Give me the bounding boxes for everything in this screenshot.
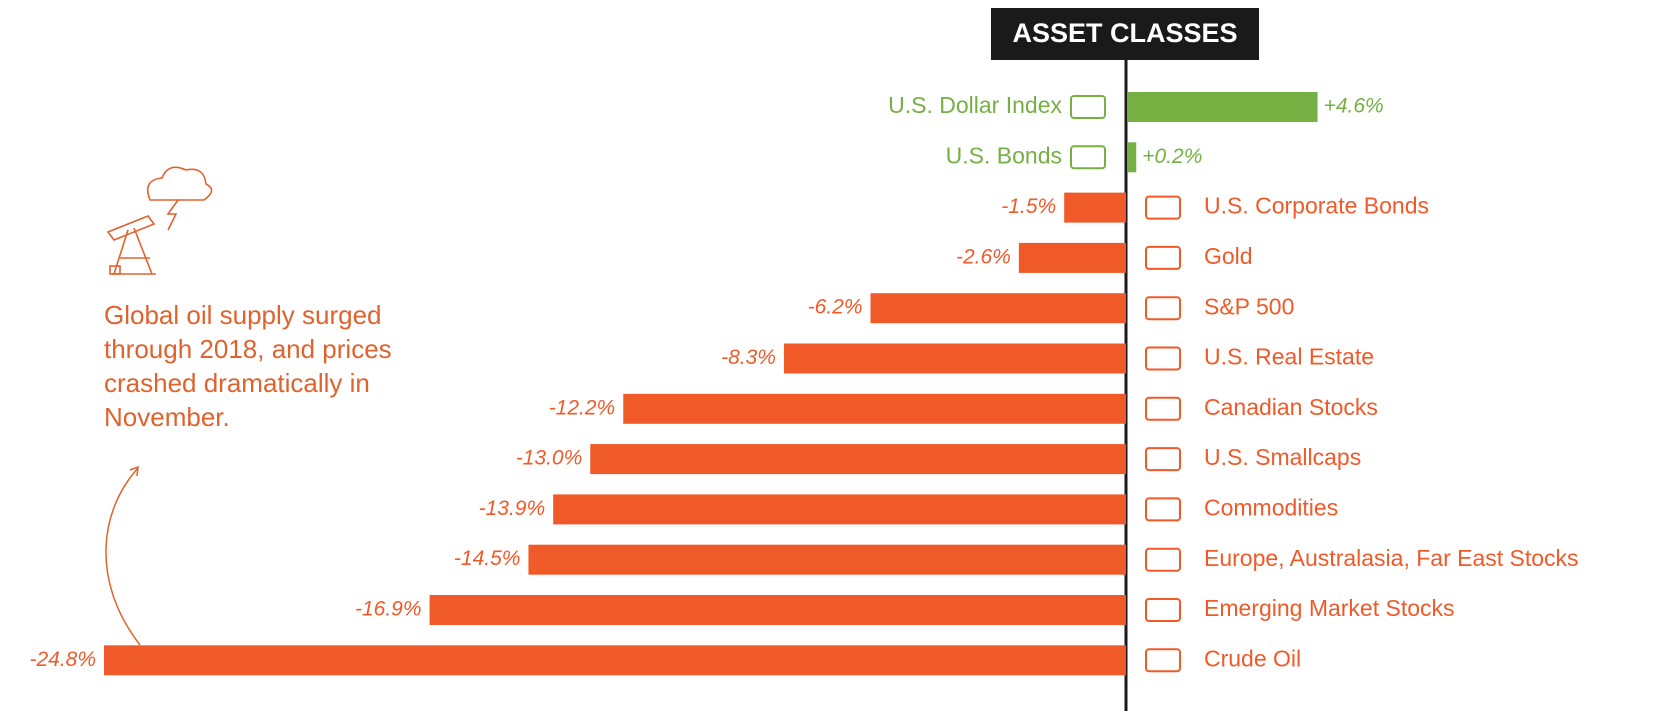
annotation-line: Global oil supply surged — [104, 300, 382, 330]
icon — [1146, 398, 1180, 420]
bar — [1019, 243, 1126, 273]
icon — [1146, 549, 1180, 571]
bar — [553, 494, 1126, 524]
icon — [1146, 247, 1180, 269]
icon — [1146, 649, 1180, 671]
oil-icon — [108, 167, 212, 274]
category-label: U.S. Real Estate — [1204, 344, 1374, 370]
bar — [528, 545, 1126, 575]
value-label: -24.8% — [29, 648, 96, 671]
chart: ASSET CLASSES Global oil supply surged th… — [0, 0, 1666, 711]
bar — [430, 595, 1126, 625]
bar — [871, 293, 1127, 323]
value-label: -14.5% — [454, 547, 521, 570]
category-label: U.S. Bonds — [946, 142, 1062, 168]
value-label: -6.2% — [808, 296, 863, 319]
category-label: Crude Oil — [1204, 645, 1301, 671]
value-label: -1.5% — [1001, 195, 1056, 218]
category-label: U.S. Corporate Bonds — [1204, 193, 1429, 219]
icon — [1146, 498, 1180, 520]
value-label: -13.9% — [479, 497, 546, 520]
icon — [1146, 197, 1180, 219]
value-label: -13.0% — [516, 447, 583, 470]
bar — [623, 394, 1126, 424]
icon — [1146, 348, 1180, 370]
value-label: -16.9% — [355, 598, 422, 621]
category-label: U.S. Dollar Index — [888, 92, 1062, 118]
category-label: Canadian Stocks — [1204, 394, 1378, 420]
icon — [1146, 297, 1180, 319]
category-label: U.S. Smallcaps — [1204, 444, 1361, 470]
category-label: S&P 500 — [1204, 293, 1294, 319]
bar — [590, 444, 1126, 474]
arrow — [106, 468, 140, 645]
icon — [1146, 448, 1180, 470]
bar — [784, 344, 1126, 374]
value-label: -12.2% — [549, 396, 616, 419]
bar — [1128, 92, 1318, 122]
value-label: +0.2% — [1142, 145, 1202, 168]
icon — [1071, 96, 1105, 118]
annotation-line: November. — [104, 402, 230, 432]
value-label: -2.6% — [956, 245, 1011, 268]
annotation: Global oil supply surged through 2018, an… — [104, 300, 392, 432]
category-label: Emerging Market Stocks — [1204, 595, 1455, 621]
category-label: Europe, Australasia, Far East Stocks — [1204, 545, 1579, 571]
bar — [104, 645, 1126, 675]
value-label: +4.6% — [1324, 95, 1384, 118]
icon — [1071, 146, 1105, 168]
annotation-line: crashed dramatically in — [104, 368, 370, 398]
annotation-line: through 2018, and prices — [104, 334, 392, 364]
category-label: Gold — [1204, 243, 1253, 269]
category-label: Commodities — [1204, 494, 1338, 520]
chart-title: ASSET CLASSES — [1012, 18, 1237, 48]
value-label: -8.3% — [721, 346, 776, 369]
icon — [1146, 599, 1180, 621]
bar — [1064, 193, 1126, 223]
bar — [1128, 142, 1136, 172]
